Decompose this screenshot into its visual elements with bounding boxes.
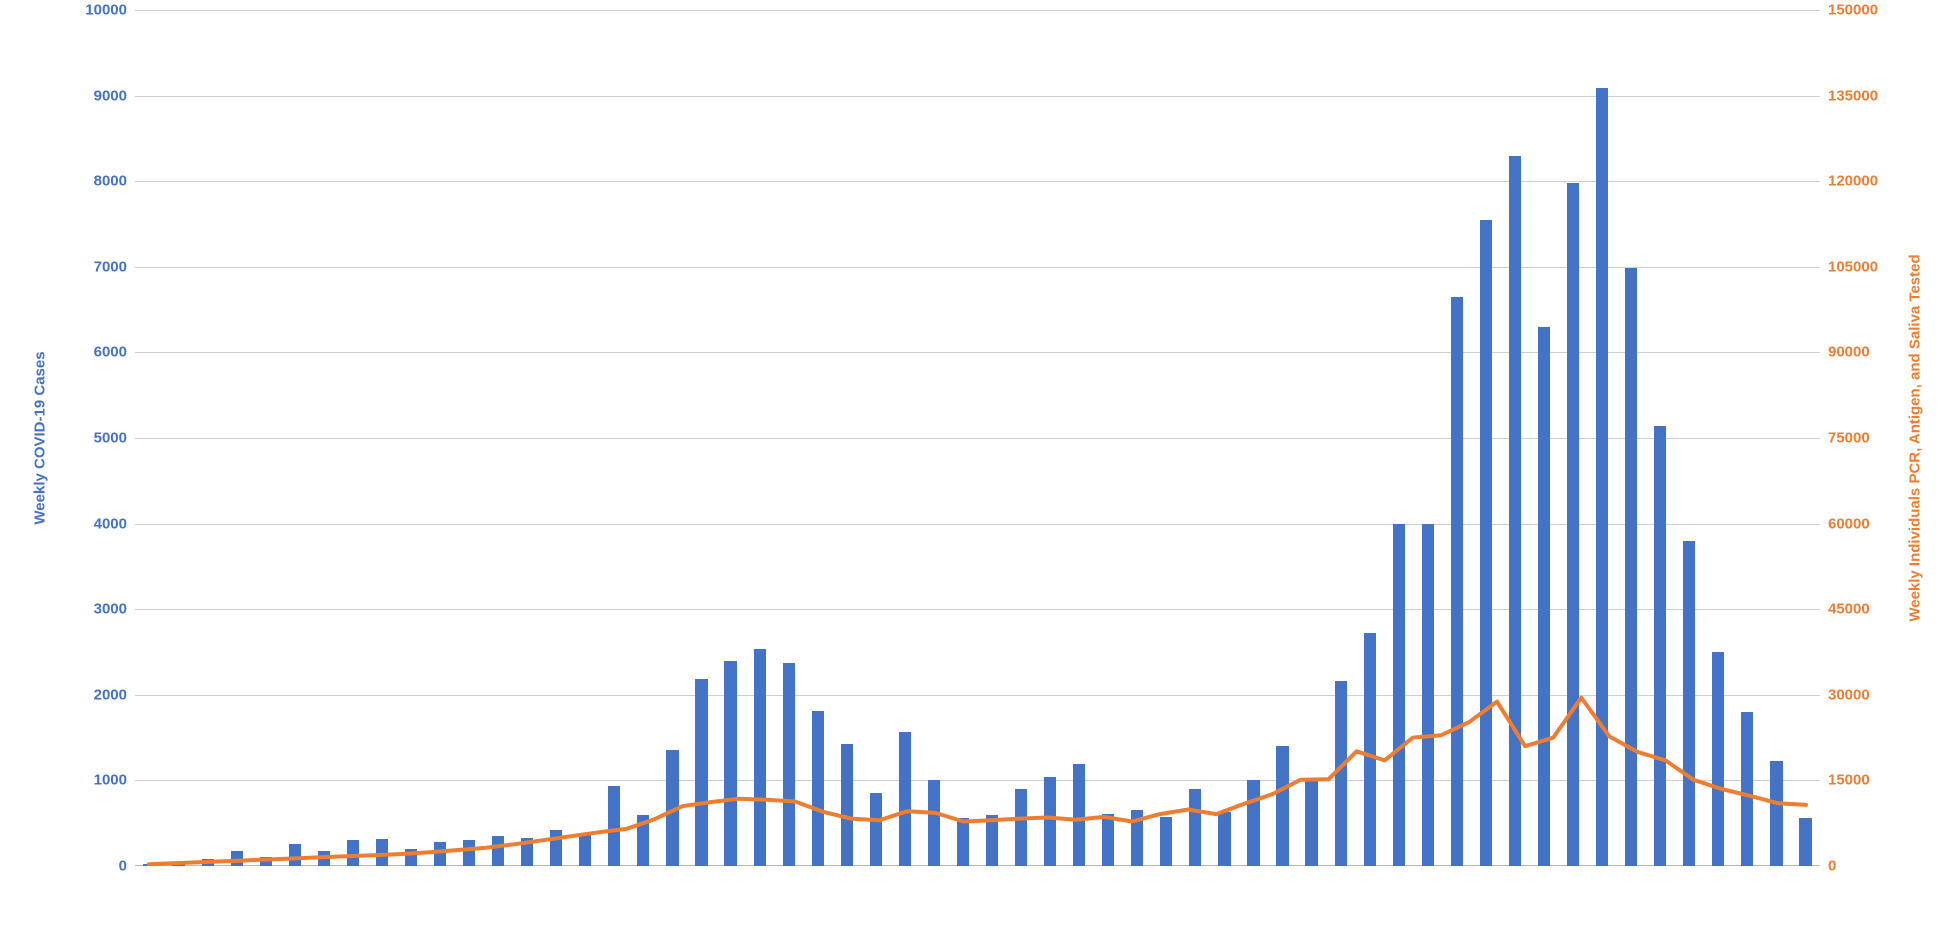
y-right-tick: 60000 bbox=[1820, 515, 1870, 532]
bar bbox=[492, 836, 504, 866]
bar bbox=[812, 711, 824, 866]
bar bbox=[841, 744, 853, 866]
bar bbox=[1247, 780, 1259, 866]
bar bbox=[724, 661, 736, 866]
y-right-tick: 15000 bbox=[1820, 772, 1870, 789]
bar bbox=[1073, 764, 1085, 866]
y-axis-right-label: Weekly Individuals PCR, Antigen, and Sal… bbox=[1907, 254, 1924, 621]
bar bbox=[1305, 780, 1317, 866]
y-right-tick: 30000 bbox=[1820, 686, 1870, 703]
bar bbox=[1393, 524, 1405, 866]
bar bbox=[899, 732, 911, 866]
y-right-tick: 45000 bbox=[1820, 601, 1870, 618]
y-left-tick: 1000 bbox=[94, 772, 135, 789]
bar bbox=[1799, 818, 1811, 866]
bar bbox=[666, 750, 678, 866]
y-left-tick: 9000 bbox=[94, 87, 135, 104]
bar bbox=[172, 863, 184, 866]
y-left-tick: 0 bbox=[119, 858, 135, 875]
bar bbox=[1131, 810, 1143, 866]
bar bbox=[550, 830, 562, 866]
bar bbox=[318, 851, 330, 866]
bar bbox=[1683, 541, 1695, 866]
bar bbox=[1102, 814, 1114, 866]
bar bbox=[957, 818, 969, 866]
bar bbox=[1480, 220, 1492, 866]
y-left-tick: 8000 bbox=[94, 173, 135, 190]
y-right-tick: 90000 bbox=[1820, 344, 1870, 361]
bar bbox=[405, 849, 417, 866]
bar bbox=[1276, 746, 1288, 866]
bar bbox=[1044, 777, 1056, 866]
y-right-tick: 120000 bbox=[1820, 173, 1878, 190]
y-right-tick: 135000 bbox=[1820, 87, 1878, 104]
bar bbox=[870, 793, 882, 866]
y-left-tick: 3000 bbox=[94, 601, 135, 618]
bar bbox=[463, 840, 475, 866]
bar bbox=[521, 838, 533, 866]
bar bbox=[1335, 681, 1347, 866]
bar bbox=[579, 833, 591, 866]
bar bbox=[376, 839, 388, 866]
y-right-tick: 0 bbox=[1820, 858, 1836, 875]
bar bbox=[695, 679, 707, 866]
bar bbox=[1596, 88, 1608, 866]
y-left-tick: 4000 bbox=[94, 515, 135, 532]
plot-area: 0100020003000400050006000700080009000100… bbox=[135, 10, 1820, 866]
bar bbox=[928, 780, 940, 866]
bar bbox=[1422, 524, 1434, 866]
y-left-tick: 10000 bbox=[85, 2, 135, 19]
y-left-tick: 6000 bbox=[94, 344, 135, 361]
bar bbox=[986, 815, 998, 866]
bar bbox=[1567, 183, 1579, 866]
bar bbox=[347, 840, 359, 866]
y-left-tick: 7000 bbox=[94, 258, 135, 275]
bar bbox=[1538, 327, 1550, 866]
bar bbox=[754, 649, 766, 866]
bar bbox=[783, 663, 795, 866]
y-left-tick: 2000 bbox=[94, 686, 135, 703]
bar bbox=[637, 815, 649, 866]
y-left-tick: 5000 bbox=[94, 430, 135, 447]
bar bbox=[1625, 268, 1637, 866]
y-right-tick: 105000 bbox=[1820, 258, 1878, 275]
bar bbox=[231, 851, 243, 866]
bar bbox=[289, 844, 301, 866]
y-right-tick: 75000 bbox=[1820, 430, 1870, 447]
bar bbox=[1741, 712, 1753, 866]
chart-container: 0 1000 2000 3000 4000 5000 6000 7000 8000 9000 100… bbox=[0, 0, 1942, 947]
bar bbox=[1189, 789, 1201, 866]
bar bbox=[608, 786, 620, 866]
grid-line bbox=[135, 96, 1820, 97]
bar bbox=[1770, 761, 1782, 866]
bar bbox=[202, 859, 214, 866]
y-right-tick: 150000 bbox=[1820, 2, 1878, 19]
bar bbox=[260, 857, 272, 866]
bar bbox=[434, 842, 446, 866]
grid-line bbox=[135, 10, 1820, 11]
bar bbox=[143, 864, 155, 866]
bar bbox=[1451, 297, 1463, 866]
bar bbox=[1160, 817, 1172, 866]
bar bbox=[1712, 652, 1724, 866]
bar bbox=[1364, 633, 1376, 866]
bar bbox=[1015, 789, 1027, 866]
y-axis-left-label: Weekly COVID-19 Cases bbox=[32, 351, 49, 524]
bar bbox=[1218, 812, 1230, 866]
bar bbox=[1654, 426, 1666, 866]
bar bbox=[1509, 156, 1521, 866]
